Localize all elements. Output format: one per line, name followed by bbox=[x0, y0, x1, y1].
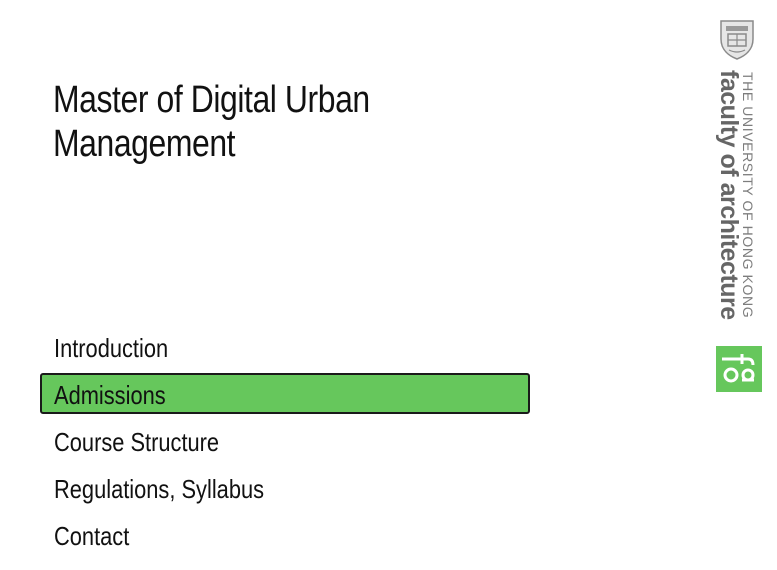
nav-item-label: Introduction bbox=[54, 333, 169, 363]
nav-item-introduction[interactable]: Introduction bbox=[40, 326, 530, 367]
nav-item-label: Contact bbox=[54, 521, 130, 551]
nav-item-admissions[interactable]: Admissions bbox=[40, 373, 530, 414]
faculty-logo: THE UNIVERSITY OF HONG KONG faculty of a… bbox=[712, 14, 764, 394]
page-title-line-1: Master of Digital Urban bbox=[53, 79, 370, 121]
logo-faculty-name: faculty of architecture bbox=[715, 70, 743, 320]
nav-item-label: Regulations, Syllabus bbox=[54, 474, 265, 504]
nav-item-label: Course Structure bbox=[54, 427, 220, 457]
section-nav: Introduction Admissions Course Structure… bbox=[40, 326, 530, 561]
nav-item-regulations-syllabus[interactable]: Regulations, Syllabus bbox=[40, 467, 530, 508]
foa-mark-icon bbox=[716, 346, 762, 392]
nav-item-course-structure[interactable]: Course Structure bbox=[40, 420, 530, 461]
university-crest-icon bbox=[720, 20, 754, 60]
page-title-line-2: Management bbox=[53, 123, 236, 165]
page-title: Master of Digital Urban Management bbox=[53, 78, 406, 166]
nav-item-contact[interactable]: Contact bbox=[40, 514, 530, 555]
nav-item-label: Admissions bbox=[54, 380, 166, 410]
logo-university-name: THE UNIVERSITY OF HONG KONG bbox=[740, 72, 756, 319]
